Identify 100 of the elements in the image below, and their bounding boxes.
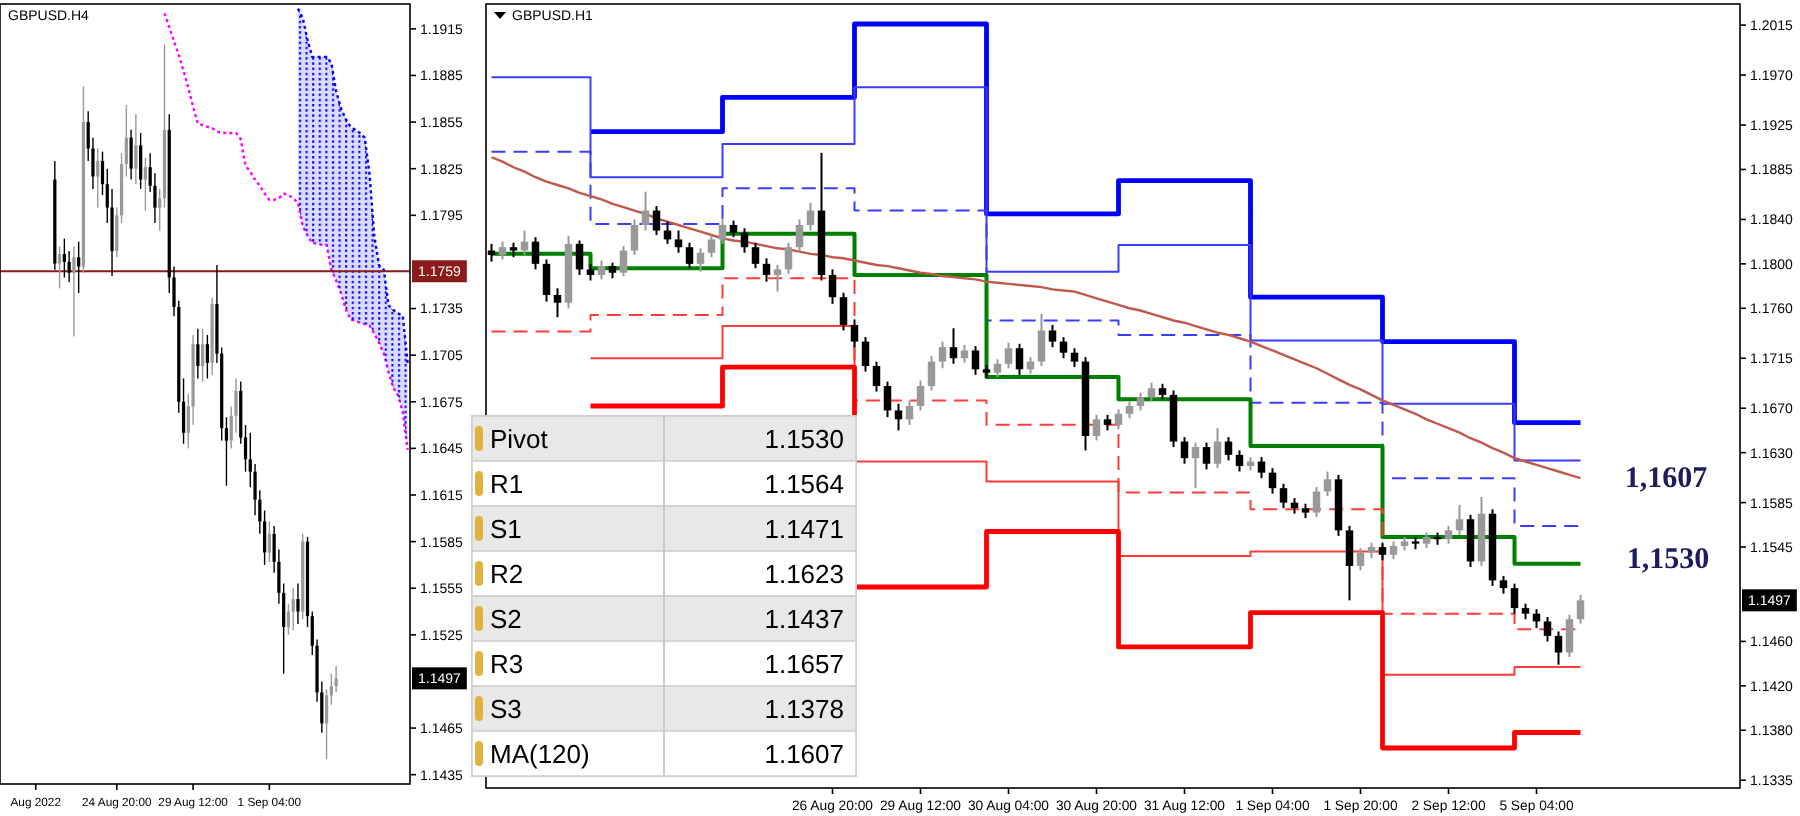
text: 1.1564 bbox=[764, 468, 844, 499]
category-label: S3 bbox=[490, 693, 522, 724]
candlestick bbox=[773, 263, 782, 293]
candlestick bbox=[1279, 482, 1288, 510]
candlestick bbox=[828, 268, 837, 305]
candlestick bbox=[1147, 381, 1156, 403]
candlestick bbox=[139, 132, 143, 190]
candlestick bbox=[296, 582, 300, 625]
candlestick bbox=[1477, 496, 1486, 567]
candlestick bbox=[718, 218, 727, 245]
candlestick bbox=[1466, 513, 1475, 569]
candlestick bbox=[143, 157, 148, 212]
category-label: Pivot bbox=[490, 423, 549, 454]
candlestick bbox=[1554, 630, 1563, 666]
candlestick bbox=[597, 259, 606, 281]
candlestick bbox=[1510, 582, 1519, 615]
candlestick bbox=[1015, 342, 1024, 376]
candlestick bbox=[1180, 436, 1189, 465]
candlestick bbox=[806, 201, 815, 232]
candlestick bbox=[938, 340, 947, 370]
line-series bbox=[163, 12, 409, 452]
candlestick bbox=[1257, 456, 1266, 480]
candlestick bbox=[134, 113, 138, 185]
candlestick bbox=[1048, 323, 1057, 349]
candlestick bbox=[1345, 524, 1354, 602]
text: 1.1607 bbox=[764, 738, 844, 769]
candlestick bbox=[630, 218, 639, 256]
candlestick bbox=[883, 380, 892, 419]
candlestick bbox=[1169, 389, 1178, 449]
candlestick bbox=[674, 229, 683, 254]
category-label: S2 bbox=[490, 603, 522, 634]
candlestick bbox=[1059, 336, 1068, 360]
candlestick bbox=[77, 241, 81, 294]
text: 1.1471 bbox=[764, 513, 844, 544]
candlestick bbox=[62, 237, 66, 279]
candlestick bbox=[1070, 347, 1079, 369]
candlestick bbox=[1224, 436, 1233, 462]
candlestick bbox=[1092, 413, 1101, 442]
category-label: S1 bbox=[490, 513, 522, 544]
line-series bbox=[296, 7, 409, 365]
candlestick bbox=[861, 336, 870, 373]
candlestick bbox=[872, 360, 881, 393]
category-label: MA(120) bbox=[490, 738, 590, 769]
category-label: R2 bbox=[490, 558, 524, 589]
candlestick bbox=[905, 399, 914, 426]
candlestick bbox=[196, 328, 200, 380]
candlestick bbox=[129, 129, 133, 181]
candlestick bbox=[1565, 613, 1574, 658]
text: 1.1378 bbox=[764, 693, 844, 724]
candlestick bbox=[96, 147, 100, 209]
candlestick bbox=[784, 241, 793, 275]
candlestick bbox=[1312, 486, 1321, 519]
candlestick bbox=[575, 239, 584, 276]
candlestick bbox=[57, 245, 62, 290]
candlestick bbox=[1114, 408, 1123, 431]
text: 1.1530 bbox=[764, 423, 844, 454]
candlestick bbox=[542, 258, 551, 303]
candlestick bbox=[652, 205, 661, 236]
candlestick bbox=[201, 328, 205, 383]
candlestick bbox=[1455, 503, 1464, 536]
candlestick bbox=[685, 241, 694, 270]
candlestick bbox=[696, 247, 705, 273]
candlestick bbox=[894, 402, 903, 432]
candlestick bbox=[850, 318, 859, 349]
candlestick bbox=[707, 233, 716, 259]
annotation: 1,1607 bbox=[1624, 462, 1709, 495]
annotation: 1,1530 bbox=[1626, 544, 1710, 577]
candlestick bbox=[553, 287, 562, 319]
candlestick bbox=[1235, 449, 1244, 473]
candlestick bbox=[740, 227, 749, 254]
candlestick bbox=[520, 229, 529, 256]
candlestick bbox=[839, 291, 848, 332]
candlestick bbox=[291, 587, 295, 631]
candlestick bbox=[1356, 547, 1365, 572]
candlestick bbox=[267, 520, 271, 563]
candlestick bbox=[971, 345, 980, 376]
candlestick bbox=[1191, 441, 1200, 490]
candlestick bbox=[1323, 470, 1332, 497]
candlestick bbox=[72, 245, 76, 338]
text: 1.1657 bbox=[764, 648, 844, 679]
candlestick bbox=[619, 245, 628, 278]
candlestick bbox=[205, 334, 209, 380]
candlestick bbox=[762, 257, 771, 283]
candlestick bbox=[1268, 467, 1277, 495]
candlestick bbox=[1543, 615, 1552, 643]
text: 1.1623 bbox=[764, 558, 844, 589]
candlestick bbox=[1576, 593, 1585, 625]
candlestick bbox=[1037, 312, 1046, 368]
candlestick bbox=[1004, 341, 1013, 370]
candlestick bbox=[795, 218, 804, 253]
candlestick bbox=[1213, 427, 1222, 470]
category-label: R3 bbox=[490, 648, 524, 679]
text: 1.1437 bbox=[764, 603, 844, 634]
candlestick bbox=[916, 379, 925, 412]
candlestick bbox=[927, 355, 936, 392]
candlestick bbox=[751, 241, 760, 270]
candlestick bbox=[949, 327, 958, 365]
candlestick bbox=[1202, 441, 1211, 471]
category-label: R1 bbox=[490, 468, 524, 499]
candlestick bbox=[641, 190, 650, 232]
